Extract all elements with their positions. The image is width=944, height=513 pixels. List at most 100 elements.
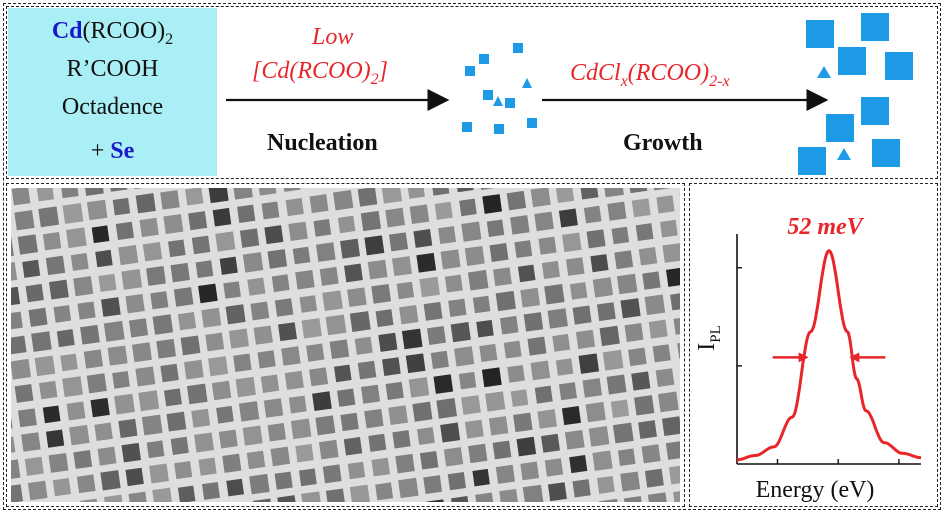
nanocube xyxy=(659,219,678,238)
nanocube xyxy=(163,388,182,407)
nanocube xyxy=(448,298,467,318)
crystal-square xyxy=(798,147,826,175)
nanocube xyxy=(25,283,44,303)
nanocube xyxy=(419,450,439,470)
nanocube xyxy=(575,329,596,349)
nanocube xyxy=(357,360,377,380)
nanocube xyxy=(83,188,104,196)
nanocube xyxy=(86,199,108,221)
nanocube xyxy=(250,301,270,321)
nanocube xyxy=(56,329,75,348)
crystal-square xyxy=(826,114,854,142)
nanocube xyxy=(541,260,561,280)
nanocube xyxy=(385,207,405,228)
nanocube xyxy=(219,256,238,275)
nanocube xyxy=(378,332,398,352)
nanocube xyxy=(274,298,294,317)
cd-precursor: Cd(RCOO)2 xyxy=(8,18,217,49)
nanocube xyxy=(146,440,165,459)
nanocube xyxy=(128,491,148,502)
nanocube xyxy=(534,211,554,232)
nanocube xyxy=(673,489,680,502)
nanocube xyxy=(340,238,361,259)
nanocube xyxy=(371,283,392,304)
tem-micrograph xyxy=(11,188,680,502)
nanocube xyxy=(163,214,184,235)
nucleus-square xyxy=(465,66,475,76)
nanocube xyxy=(405,353,426,374)
nanocube xyxy=(364,235,385,256)
nanocube xyxy=(623,496,644,502)
nanocube xyxy=(596,302,616,322)
nanocube xyxy=(60,188,79,199)
nanocube xyxy=(170,436,189,455)
nanocube xyxy=(313,218,332,237)
nanocube xyxy=(337,388,356,407)
nanocube xyxy=(21,432,41,452)
nanocube xyxy=(301,318,322,339)
nanocube xyxy=(375,482,394,501)
nanocube xyxy=(547,482,567,502)
nanocube xyxy=(125,467,144,487)
nanocube xyxy=(95,249,113,268)
nanocube xyxy=(673,316,680,335)
nanocube xyxy=(98,273,117,292)
nanocube xyxy=(572,479,591,498)
nanocube xyxy=(208,356,229,377)
crystal-square xyxy=(861,13,889,41)
nanocube xyxy=(152,314,174,335)
nanocube xyxy=(631,371,651,391)
nanocube xyxy=(399,304,419,325)
nanocube xyxy=(419,276,440,298)
nanocube xyxy=(357,188,378,207)
nanocube xyxy=(198,457,217,476)
nanocube xyxy=(569,454,588,474)
nanocube xyxy=(160,190,180,210)
nanocube xyxy=(329,339,350,360)
nanocube xyxy=(408,377,430,398)
nanocube xyxy=(592,450,613,471)
nanocube xyxy=(156,338,177,359)
nanocube xyxy=(611,226,630,245)
nanocube xyxy=(349,311,371,333)
nanocube xyxy=(170,262,190,283)
nanocube xyxy=(11,484,23,502)
nanocube xyxy=(53,305,72,323)
nanocube xyxy=(306,343,325,362)
nanocube xyxy=(488,416,509,436)
nanocube xyxy=(45,429,65,448)
nanocube xyxy=(635,223,654,242)
nanocube xyxy=(238,401,260,422)
nanocube xyxy=(641,444,661,464)
nanocube xyxy=(520,461,540,481)
nanocube xyxy=(599,325,620,347)
nanocube xyxy=(583,205,602,224)
scheme-graphics xyxy=(226,13,913,175)
nanocube xyxy=(285,197,304,217)
nanocube xyxy=(467,269,489,291)
nanocube xyxy=(239,228,260,248)
nanocube xyxy=(38,206,60,228)
nanocube xyxy=(52,477,72,497)
nanocube xyxy=(11,358,31,380)
nanocube xyxy=(141,414,163,436)
nanocube xyxy=(492,440,512,460)
nanocube xyxy=(242,252,264,273)
nanocube xyxy=(142,241,163,262)
nanocube xyxy=(391,256,412,277)
nanocube xyxy=(602,349,624,371)
nanocube xyxy=(495,290,516,312)
nanocube xyxy=(436,398,457,419)
nanocube xyxy=(24,456,44,476)
nanocube xyxy=(430,350,449,369)
crystal-square xyxy=(838,47,866,75)
nanocube xyxy=(14,384,34,403)
nanocube xyxy=(586,229,606,249)
nanocube xyxy=(131,342,152,363)
nanocube xyxy=(464,245,485,266)
nanocube xyxy=(486,219,505,238)
nanocube xyxy=(347,287,367,308)
nanocube xyxy=(263,398,284,418)
nanocube xyxy=(555,358,574,376)
